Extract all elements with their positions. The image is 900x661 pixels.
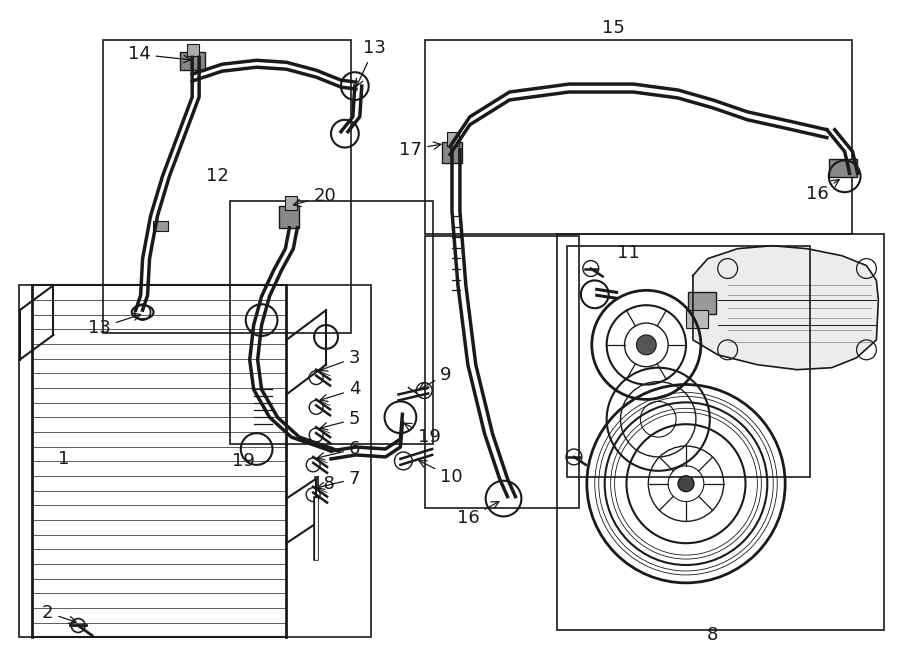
Text: 13: 13 [356, 39, 385, 86]
Bar [19, 286, 371, 637]
Bar [447, 132, 459, 145]
Text: 10: 10 [419, 461, 463, 486]
Text: 18: 18 [311, 475, 335, 492]
Polygon shape [693, 246, 878, 369]
Bar [279, 206, 300, 228]
Text: 3: 3 [320, 349, 360, 371]
Text: 8: 8 [707, 627, 718, 644]
Bar [285, 196, 297, 210]
Bar [688, 292, 716, 314]
Text: 16: 16 [457, 502, 499, 527]
Text: 19: 19 [404, 423, 441, 446]
Bar [442, 141, 462, 163]
Bar [103, 40, 351, 333]
Text: 19: 19 [232, 452, 256, 470]
Text: 5: 5 [320, 410, 360, 430]
Text: 13: 13 [88, 313, 140, 337]
Text: 15: 15 [602, 19, 626, 36]
Bar [152, 221, 168, 231]
Text: 4: 4 [320, 381, 360, 401]
Bar [686, 310, 707, 328]
Bar [425, 236, 579, 508]
Text: 16: 16 [806, 180, 839, 203]
Text: 20: 20 [293, 187, 336, 206]
Bar [425, 40, 851, 234]
Text: 9: 9 [418, 366, 452, 389]
Text: 1: 1 [58, 450, 69, 468]
Bar [230, 201, 433, 444]
Bar [180, 52, 205, 70]
Text: 11: 11 [617, 244, 640, 262]
Text: 14: 14 [128, 46, 191, 63]
Text: 17: 17 [400, 141, 441, 159]
Bar [557, 234, 885, 631]
Circle shape [678, 476, 694, 492]
Bar [567, 246, 810, 477]
Text: 6: 6 [317, 440, 360, 460]
Bar [829, 159, 857, 177]
Circle shape [636, 335, 656, 355]
Text: 7: 7 [317, 470, 360, 490]
Text: 2: 2 [42, 603, 76, 623]
Bar [187, 44, 199, 56]
Text: 12: 12 [205, 167, 229, 185]
